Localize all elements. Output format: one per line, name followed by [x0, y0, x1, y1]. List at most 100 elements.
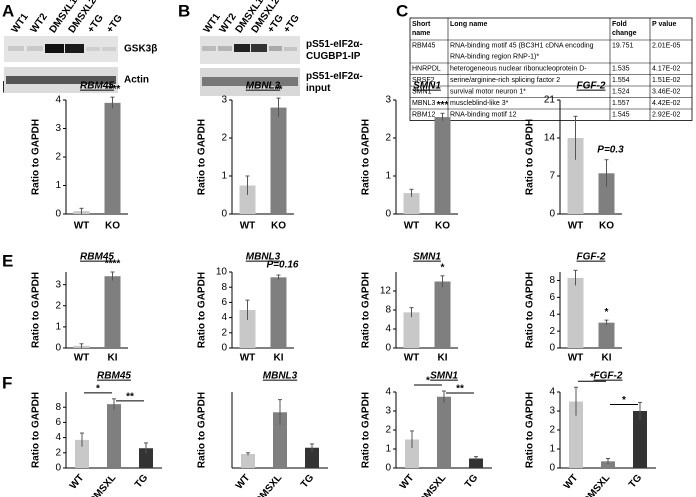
bar [567, 277, 584, 348]
bar [434, 117, 451, 214]
y-tick-label: 8 [385, 305, 391, 316]
bar [104, 102, 121, 214]
chart-title: FGF-2 [577, 252, 606, 263]
significance-label: *** [437, 100, 449, 111]
x-tick-label: TG [627, 472, 644, 490]
x-tick-label: DMSXL [87, 473, 118, 497]
y-tick-label: 2 [549, 326, 555, 337]
y-tick-label: 2 [55, 300, 61, 311]
y-tick-label: 8 [55, 402, 61, 413]
band [86, 47, 100, 51]
x-tick-label: KO [271, 221, 286, 232]
significance-label: ** [456, 384, 464, 395]
lane-label: +TG [282, 13, 302, 36]
x-tick-label: KO [105, 221, 120, 232]
y-axis-label: Ratio to GAPDH [361, 272, 372, 348]
table-cell: MBNL3 [412, 100, 435, 107]
lane-label: +TG [105, 13, 125, 36]
table-cell: serine/arginine-rich splicing factor 2 [450, 77, 560, 84]
chart-title: SMN1 [413, 81, 441, 92]
significance-label: * [426, 376, 430, 387]
chart-title: SMN1 [430, 371, 458, 382]
x-tick-label: KI [438, 353, 448, 364]
significance-label: * [590, 372, 594, 383]
x-tick-label: TG [299, 472, 316, 490]
band [202, 46, 216, 51]
y-tick-label: 0 [549, 209, 555, 220]
x-tick-label: KI [108, 353, 118, 364]
bar [601, 461, 615, 468]
significance-label: **** [105, 84, 121, 95]
y-tick-label: 3 [385, 406, 391, 417]
y-axis-label: Ratio to GAPDH [31, 392, 42, 468]
table-cell: 1.554 [612, 77, 630, 84]
x-tick-label: WT [562, 473, 580, 492]
x-tick-label: WT [74, 353, 90, 364]
band [102, 47, 116, 51]
chart-title: RBM45 [80, 252, 114, 263]
x-tick-label: WT [240, 221, 256, 232]
y-tick-label: 3 [549, 406, 555, 417]
band [65, 44, 84, 53]
y-tick-label: 0 [385, 209, 391, 220]
bar [305, 447, 319, 468]
x-tick-label: KI [602, 353, 612, 364]
x-tick-label: KO [435, 221, 450, 232]
table-header: Short name [412, 21, 431, 37]
bar [437, 396, 451, 468]
y-tick-label: 6 [549, 292, 555, 303]
y-tick-label: 4 [55, 95, 61, 106]
y-tick-label: 1 [385, 444, 391, 455]
x-tick-label: DMSXL [253, 473, 284, 497]
bar [403, 193, 420, 214]
bar [633, 411, 647, 468]
y-tick-label: 4 [55, 432, 61, 443]
bar [403, 312, 420, 348]
x-tick-label: TG [463, 472, 480, 490]
table-cell: survival motor neuron 1* [450, 88, 526, 95]
y-tick-label: 0 [55, 463, 61, 474]
significance-label: **** [105, 259, 121, 270]
y-tick-label: 2 [221, 133, 227, 144]
y-axis-label: Ratio to GAPDH [31, 272, 42, 348]
band [234, 44, 250, 52]
blot-a [4, 36, 118, 93]
bar [107, 404, 121, 468]
band-label: GSK3β [124, 44, 157, 55]
table-cell: SRSF2 [412, 77, 435, 84]
panel-label: F [2, 373, 12, 392]
y-tick-label: 1 [385, 171, 391, 182]
panel-label: E [2, 251, 13, 270]
table-cell: 1.524 [612, 88, 630, 95]
band [27, 46, 43, 51]
bar [434, 281, 451, 348]
y-tick-label: 2 [221, 327, 227, 338]
significance-label: P=0.16 [267, 260, 299, 271]
y-tick-label: 4 [385, 324, 391, 335]
y-tick-label: 1 [549, 444, 555, 455]
x-tick-label: WT [68, 473, 86, 492]
y-tick-label: 0 [549, 463, 555, 474]
y-tick-label: 3 [55, 279, 61, 290]
table-cell: RBM12 [412, 111, 435, 118]
y-axis-label: Ratio to GAPDH [525, 392, 536, 468]
y-tick-label: 10 [216, 267, 228, 278]
x-tick-label: WT [240, 353, 256, 364]
y-tick-label: 4 [549, 387, 555, 398]
significance-label: P=0.3 [597, 144, 624, 155]
band [6, 76, 116, 84]
bar [405, 439, 419, 468]
y-tick-label: 0 [385, 343, 391, 354]
y-axis-label: Ratio to GAPDH [197, 272, 208, 348]
y-axis-label: Ratio to GAPDH [31, 119, 42, 195]
panel-label: B [178, 1, 190, 20]
y-tick-label: 4 [385, 387, 391, 398]
blot-b [200, 36, 300, 96]
chart-title: FGF-2 [594, 371, 623, 382]
bar [270, 107, 287, 214]
table-cell: muscleblind-like 3* [450, 100, 509, 107]
y-tick-label: 2 [55, 152, 61, 163]
y-tick-label: 0 [385, 463, 391, 474]
band [269, 46, 282, 51]
